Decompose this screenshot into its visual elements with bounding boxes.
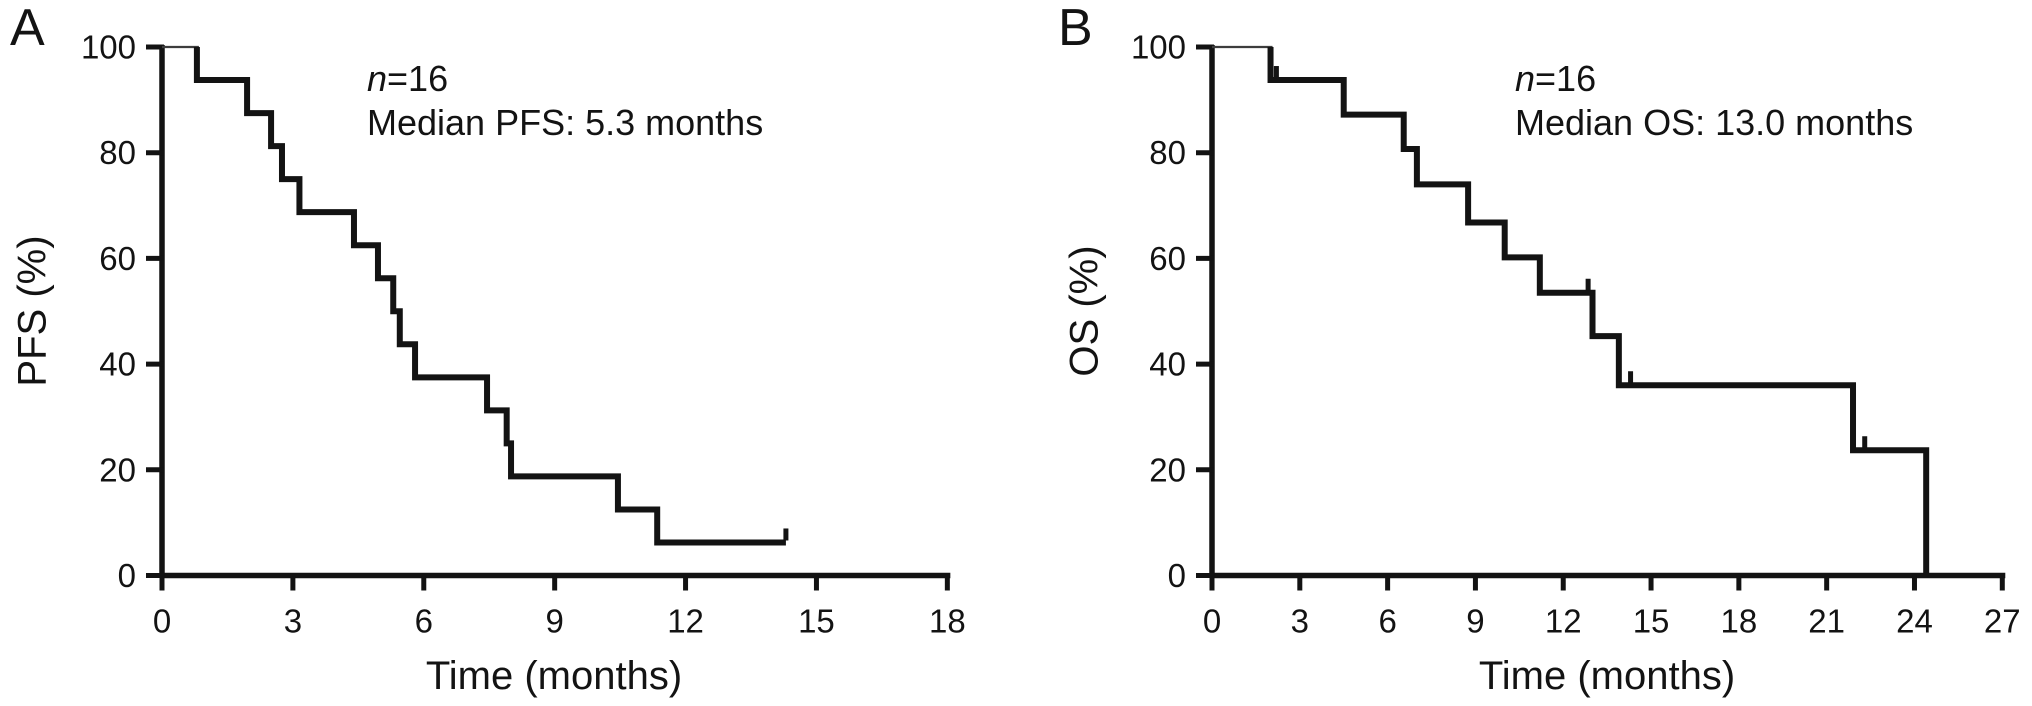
x-tick-label: 21: [1808, 603, 1845, 640]
annotation-n-line: n=16: [1515, 57, 1913, 101]
y-tick-label: 20: [1149, 451, 1186, 488]
y-tick-label: 20: [99, 451, 136, 488]
x-tick-label: 27: [1984, 603, 2021, 640]
x-tick-label: 15: [798, 603, 835, 640]
x-tick-label: 9: [545, 603, 563, 640]
km-curve: [193, 47, 786, 546]
annotation-a: n=16 Median PFS: 5.3 months: [367, 57, 763, 145]
annotation-n-value: =16: [1535, 58, 1597, 99]
annotation-median-line: Median OS: 13.0 months: [1515, 102, 1914, 143]
x-tick-label: 12: [667, 603, 704, 640]
x-tick-label: 18: [1721, 603, 1758, 640]
x-tick-label: 18: [929, 603, 966, 640]
km-plot-a: 0 3 6 9 12 15 18 0 20 40 60 80 100: [81, 29, 966, 640]
y-tick-label: 40: [99, 346, 136, 383]
x-tick-label: 3: [1291, 603, 1309, 640]
x-tick-label: 0: [153, 603, 171, 640]
y-tick-label: 100: [81, 29, 136, 66]
panel-letter-a: A: [10, 0, 45, 57]
annotation-n-value: =16: [387, 58, 449, 99]
y-tick-label: 40: [1149, 346, 1186, 383]
x-tick-label: 15: [1633, 603, 1670, 640]
y-tick-label: 0: [118, 557, 136, 594]
annotation-n-symbol: n: [1515, 58, 1536, 99]
km-curve: [1267, 47, 1930, 576]
x-tick-label: 6: [415, 603, 433, 640]
panel-letter-b: B: [1058, 0, 1093, 57]
annotation-n-symbol: n: [367, 58, 388, 99]
x-axis-label-b: Time (months): [1478, 654, 1736, 698]
panel-b: B OS (%) n=16 Median OS: 13.0 months Tim…: [1016, 0, 2032, 706]
y-tick-label: 60: [1149, 240, 1186, 277]
y-tick-label: 80: [1149, 134, 1186, 171]
km-plot-b: 0 3 6 9 12 15 18 21 24 27 0 20 40 60 80 100: [1131, 29, 2021, 640]
x-tick-label: 3: [284, 603, 302, 640]
x-axis-label-a: Time (months): [425, 654, 683, 698]
y-tick-label: 0: [1168, 557, 1186, 594]
y-tick-label: 60: [99, 240, 136, 277]
annotation-b: n=16 Median OS: 13.0 months: [1515, 57, 1913, 145]
annotation-n-line: n=16: [367, 57, 763, 101]
y-tick-label: 100: [1131, 29, 1186, 66]
x-tick-label: 0: [1203, 603, 1221, 640]
x-tick-label: 6: [1378, 603, 1396, 640]
y-tick-label: 80: [99, 134, 136, 171]
annotation-median-line: Median PFS: 5.3 months: [367, 102, 764, 143]
x-tick-label: 12: [1545, 603, 1582, 640]
x-tick-label: 24: [1896, 603, 1933, 640]
panel-a: A PFS (%) n=16 Median PFS: 5.3 months Ti…: [10, 0, 966, 698]
x-tick-label: 9: [1466, 603, 1484, 640]
